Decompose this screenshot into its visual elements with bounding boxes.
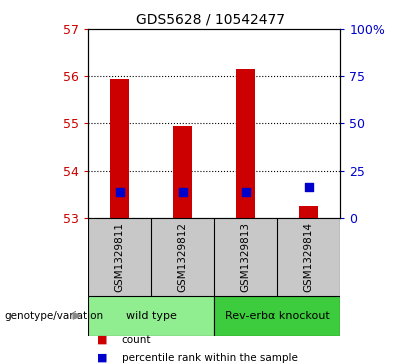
Bar — [110, 79, 129, 218]
Text: GSM1329814: GSM1329814 — [304, 222, 314, 292]
Text: count: count — [122, 335, 151, 345]
Bar — [88, 296, 214, 336]
Text: genotype/variation: genotype/variation — [4, 311, 103, 321]
Point — [242, 189, 249, 195]
Bar — [173, 126, 192, 218]
Text: percentile rank within the sample: percentile rank within the sample — [122, 352, 298, 363]
Text: GDS5628 / 10542477: GDS5628 / 10542477 — [136, 13, 284, 27]
Point — [305, 184, 312, 189]
Text: GSM1329813: GSM1329813 — [241, 222, 251, 292]
Text: wild type: wild type — [126, 311, 177, 321]
Text: GSM1329812: GSM1329812 — [178, 222, 188, 292]
Text: Rev-erbα knockout: Rev-erbα knockout — [225, 311, 330, 321]
Text: GSM1329811: GSM1329811 — [115, 222, 125, 292]
Bar — [236, 69, 255, 218]
Point — [116, 189, 123, 195]
Text: ■: ■ — [97, 352, 107, 363]
Text: ■: ■ — [97, 335, 107, 345]
Bar — [299, 206, 318, 218]
Bar — [214, 296, 340, 336]
Point — [179, 189, 186, 195]
